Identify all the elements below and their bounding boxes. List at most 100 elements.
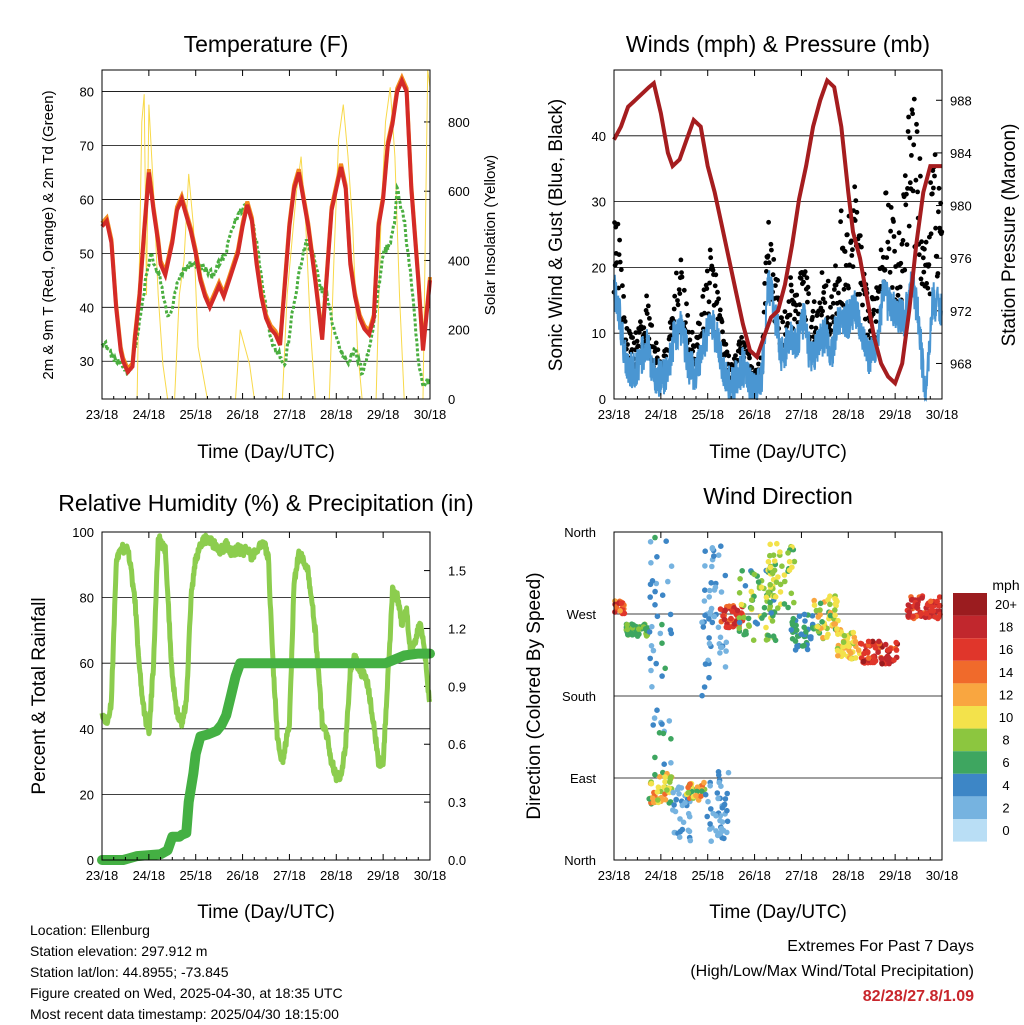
gust-point	[649, 323, 655, 328]
direction-point	[650, 795, 656, 802]
direction-point	[705, 798, 711, 805]
direction-point	[801, 611, 808, 618]
winds-y2-tick-label: 980	[950, 199, 972, 214]
direction-x-tick-label: 29/18	[879, 868, 912, 883]
gust-point	[713, 272, 719, 278]
station-latlon: Station lat/lon: 44.8955; -73.845	[30, 964, 229, 980]
extremes-title: Extremes For Past 7 Days	[787, 938, 974, 955]
gust-point	[770, 272, 776, 278]
direction-point	[701, 684, 708, 690]
direction-point	[754, 621, 761, 627]
direction-point	[932, 614, 938, 620]
direction-point	[799, 643, 806, 649]
gust-point	[907, 135, 913, 141]
direction-point	[785, 550, 791, 556]
direction-point	[698, 793, 704, 799]
winds-y-tick-label: 10	[592, 326, 606, 341]
direction-point	[763, 637, 770, 643]
direction-point	[858, 641, 865, 647]
gust-point	[678, 257, 684, 263]
gust-point	[809, 324, 814, 330]
direction-point	[728, 615, 734, 622]
direction-point	[742, 583, 749, 589]
direction-point	[832, 595, 838, 602]
direction-point	[667, 779, 673, 785]
gust-point	[902, 173, 908, 179]
direction-point	[793, 627, 800, 633]
direction-point	[654, 613, 661, 620]
direction-point	[652, 754, 658, 761]
temperature-2m-line	[100, 75, 432, 376]
gust-point	[892, 248, 897, 254]
direction-point	[667, 611, 674, 618]
direction-point	[649, 684, 655, 690]
direction-point	[662, 778, 668, 785]
direction-point	[668, 563, 675, 569]
humidity-x-tick-label: 26/18	[226, 868, 259, 883]
temperature-x-tick-label: 26/18	[226, 407, 259, 422]
direction-point	[723, 639, 730, 646]
direction-point	[673, 797, 679, 803]
direction-x-tick-label: 24/18	[645, 868, 678, 883]
direction-point	[687, 837, 694, 844]
gust-point	[874, 295, 880, 301]
gust-point	[936, 185, 942, 191]
gust-point	[768, 241, 774, 247]
direction-point	[717, 606, 724, 612]
direction-point	[923, 610, 930, 617]
direction-point	[666, 718, 673, 724]
gust-point	[723, 341, 729, 347]
direction-point	[934, 598, 940, 605]
direction-point	[702, 661, 709, 667]
temperature-x-tick-label: 28/18	[320, 407, 353, 422]
direction-point	[718, 829, 724, 836]
direction-point	[910, 613, 916, 620]
direction-point	[678, 785, 685, 791]
gust-point	[636, 330, 642, 335]
gust-point	[810, 308, 816, 314]
gust-point	[895, 292, 901, 298]
direction-point	[832, 612, 838, 619]
gust-point	[724, 349, 730, 355]
gust-point	[903, 202, 909, 208]
direction-point	[723, 648, 729, 654]
gust-point	[677, 291, 683, 296]
direction-point	[709, 545, 716, 551]
humidity-y2-tick-label: 1.2	[448, 621, 466, 636]
extremes-box: Extremes For Past 7 Days (High/Low/Max W…	[690, 934, 974, 1009]
gust-point	[716, 296, 721, 302]
direction-point	[659, 721, 665, 727]
direction-point	[652, 602, 658, 608]
direction-point	[768, 610, 774, 616]
direction-point	[671, 802, 677, 808]
temperature-y2-tick-label: 0	[448, 392, 455, 407]
direction-x-tick-label: 28/18	[832, 868, 865, 883]
temperature-y2-tick-label: 800	[448, 115, 470, 130]
direction-point	[729, 608, 736, 615]
total-rainfall-line	[97, 648, 435, 865]
direction-point	[767, 541, 773, 548]
direction-point	[759, 615, 765, 621]
temperature-y-tick-label: 80	[80, 85, 94, 100]
gust-point	[779, 315, 784, 321]
gust-point	[819, 270, 825, 275]
humidity-y2-tick-label: 1.5	[448, 564, 466, 579]
gust-point	[932, 173, 937, 179]
direction-point	[852, 638, 859, 645]
direction-point	[715, 795, 721, 802]
gust-point	[789, 288, 795, 294]
gust-point	[852, 218, 858, 223]
gust-point	[638, 319, 643, 325]
gust-point	[888, 205, 894, 210]
temperature-y-tick-label: 30	[80, 354, 94, 369]
gust-point	[873, 319, 879, 324]
direction-point	[804, 646, 811, 653]
humidity-x-tick-label: 27/18	[273, 868, 306, 883]
direction-point	[647, 655, 653, 662]
gust-point	[697, 321, 702, 327]
direction-point	[798, 631, 805, 637]
gust-point	[621, 315, 627, 320]
direction-point	[714, 790, 721, 796]
gust-point	[919, 239, 924, 245]
